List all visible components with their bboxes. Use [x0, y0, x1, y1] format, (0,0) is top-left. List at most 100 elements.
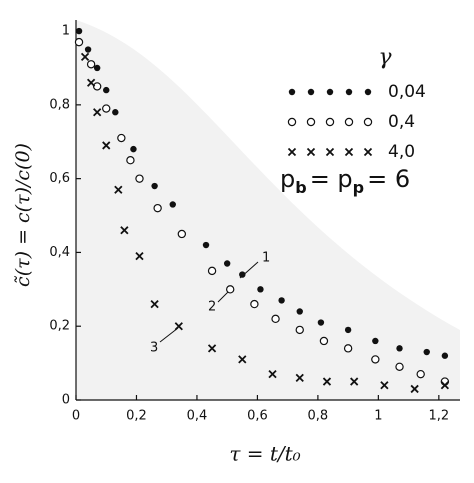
point	[153, 203, 162, 213]
annotation: 1	[262, 251, 270, 266]
legend-marker	[364, 88, 372, 96]
point	[223, 260, 231, 267]
point	[317, 319, 325, 326]
point	[423, 348, 430, 356]
point	[103, 86, 110, 94]
legend-label: 4,0	[388, 142, 415, 162]
point	[295, 373, 304, 383]
legend-marker	[363, 117, 373, 127]
point	[238, 355, 247, 364]
point	[93, 108, 102, 117]
point	[177, 229, 187, 239]
point	[296, 308, 303, 315]
x-axis-label: τ = t/t₀	[229, 442, 300, 466]
point	[271, 314, 280, 324]
y-tick-label: 0	[62, 393, 70, 408]
point	[372, 337, 379, 345]
point	[295, 325, 304, 335]
point	[102, 141, 111, 150]
legend-label: 0,04	[388, 82, 426, 102]
point	[380, 381, 389, 390]
point	[207, 344, 217, 353]
y-tick-label: 0,8	[49, 97, 70, 112]
leader-line	[159, 327, 179, 343]
point	[150, 299, 159, 309]
x-tick-label: 1,2	[428, 409, 449, 424]
formula-part: = p	[310, 165, 353, 193]
annotation: 2	[208, 300, 216, 315]
legend-marker	[344, 147, 354, 157]
formula-part: p	[353, 178, 364, 197]
point	[441, 352, 449, 359]
formula-part: p	[280, 165, 295, 193]
point	[151, 182, 158, 190]
point	[92, 82, 102, 91]
point	[343, 344, 353, 353]
point	[207, 266, 217, 276]
y-tick-label: 1	[62, 24, 70, 39]
x-tick-label: 0,8	[308, 409, 329, 424]
legend-marker	[325, 117, 335, 127]
point	[135, 174, 144, 183]
legend-marker	[306, 117, 316, 127]
point	[319, 336, 329, 346]
point	[344, 326, 352, 334]
legend-marker	[363, 147, 373, 157]
point	[371, 355, 380, 364]
point	[112, 109, 119, 116]
point	[416, 369, 425, 379]
x-tick-label: 1	[374, 409, 382, 424]
point	[239, 271, 246, 278]
formula-part: = 6	[367, 165, 410, 193]
y-tick-label: 0,6	[49, 171, 70, 186]
point	[257, 286, 264, 293]
legend-marker	[287, 117, 297, 127]
legend-marker	[326, 88, 334, 96]
legend-label: 0,4	[388, 112, 415, 132]
point	[102, 104, 111, 113]
legend-marker	[344, 117, 354, 127]
point	[440, 381, 450, 390]
point	[226, 285, 235, 294]
legend-marker	[345, 88, 353, 96]
legend-marker	[306, 147, 316, 157]
point	[250, 299, 259, 309]
annotation: 3	[150, 341, 158, 356]
background-shade	[76, 20, 460, 400]
point	[126, 155, 135, 165]
x-tick-label: 0	[72, 409, 80, 424]
y-axis-label: c̃(τ) = c(τ)/c(0)	[12, 143, 34, 287]
formula-part: b	[295, 178, 306, 197]
point	[396, 345, 403, 352]
legend-title: γ	[378, 45, 392, 70]
x-tick-label: 0,2	[126, 409, 147, 424]
point	[86, 78, 96, 87]
point	[268, 370, 277, 379]
point	[174, 322, 183, 331]
point	[120, 226, 129, 235]
point	[350, 377, 359, 386]
legend-marker	[288, 88, 296, 96]
point	[169, 201, 176, 208]
x-tick-label: 0,6	[247, 409, 268, 424]
legend-marker	[307, 88, 315, 96]
point	[130, 145, 137, 153]
y-tick-label: 0,4	[49, 245, 70, 260]
point	[114, 185, 123, 194]
point	[93, 64, 101, 72]
point	[410, 384, 419, 394]
formula: pb = pp = 6	[280, 165, 410, 197]
point	[80, 52, 90, 62]
point	[117, 133, 126, 143]
point	[75, 27, 83, 35]
point	[202, 241, 210, 249]
y-tick-label: 0,2	[49, 319, 70, 334]
point	[84, 46, 92, 53]
point	[395, 362, 404, 371]
point	[135, 251, 144, 261]
x-tick-label: 0,4	[187, 409, 208, 424]
point	[278, 297, 285, 304]
point	[322, 377, 332, 386]
point	[86, 60, 96, 69]
